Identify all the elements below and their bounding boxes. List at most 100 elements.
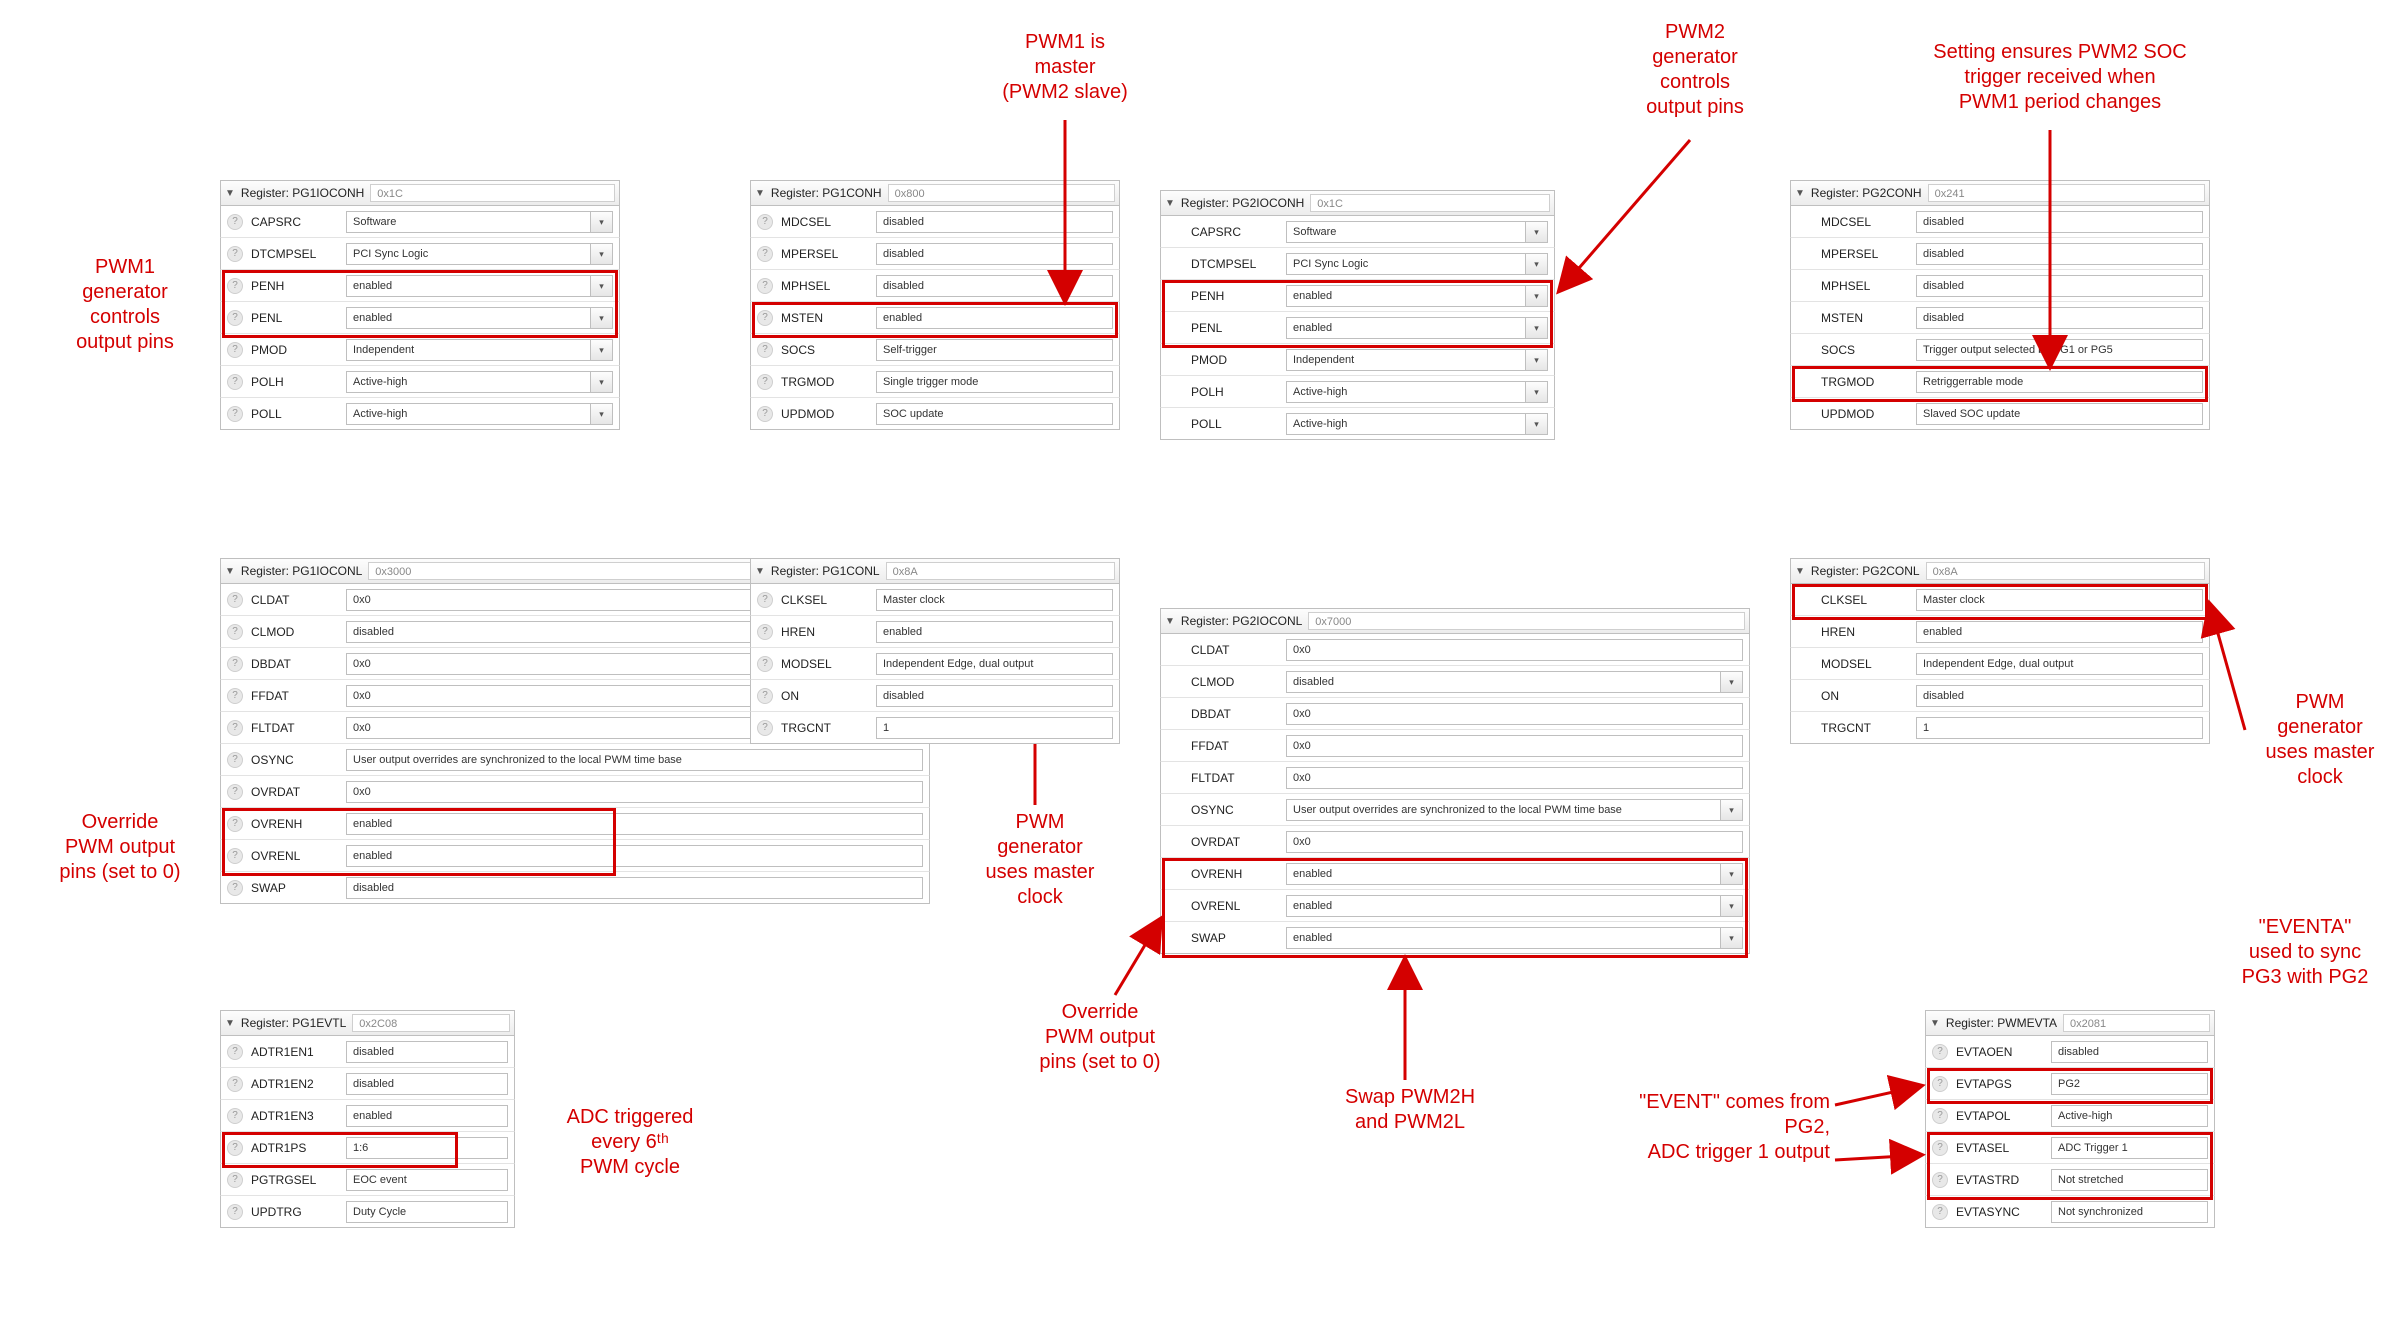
dropdown-icon[interactable]: ▾ bbox=[1721, 671, 1743, 693]
help-icon[interactable]: ? bbox=[1932, 1076, 1948, 1092]
collapse-icon[interactable]: ▼ bbox=[755, 188, 765, 199]
help-icon[interactable]: ? bbox=[227, 1076, 243, 1092]
dropdown-icon[interactable]: ▾ bbox=[1526, 413, 1548, 435]
help-icon[interactable]: ? bbox=[227, 624, 243, 640]
register-header[interactable]: ▼Register: PG2CONH0x241 bbox=[1790, 180, 2210, 206]
field-value[interactable]: enabled bbox=[1286, 863, 1721, 885]
dropdown-icon[interactable]: ▾ bbox=[1721, 927, 1743, 949]
help-icon[interactable]: ? bbox=[227, 1044, 243, 1060]
field-value[interactable]: enabled bbox=[1286, 317, 1526, 339]
field-value[interactable]: Independent Edge, dual output bbox=[876, 653, 1113, 675]
dropdown-icon[interactable]: ▾ bbox=[591, 211, 613, 233]
field-value[interactable]: Duty Cycle bbox=[346, 1201, 508, 1223]
field-value[interactable]: 1:6 bbox=[346, 1137, 508, 1159]
help-icon[interactable]: ? bbox=[227, 1204, 243, 1220]
help-icon[interactable]: ? bbox=[227, 1140, 243, 1156]
field-value[interactable]: disabled bbox=[1916, 275, 2203, 297]
collapse-icon[interactable]: ▼ bbox=[1795, 566, 1805, 577]
field-value[interactable]: disabled bbox=[2051, 1041, 2208, 1063]
help-icon[interactable]: ? bbox=[227, 342, 243, 358]
register-header[interactable]: ▼Register: PG1IOCONH0x1C bbox=[220, 180, 620, 206]
field-value[interactable]: enabled bbox=[346, 275, 591, 297]
collapse-icon[interactable]: ▼ bbox=[225, 1018, 235, 1029]
help-icon[interactable]: ? bbox=[227, 880, 243, 896]
field-value[interactable]: 0x0 bbox=[1286, 831, 1743, 853]
help-icon[interactable]: ? bbox=[227, 848, 243, 864]
dropdown-icon[interactable]: ▾ bbox=[1526, 349, 1548, 371]
help-icon[interactable]: ? bbox=[757, 342, 773, 358]
help-icon[interactable]: ? bbox=[757, 624, 773, 640]
field-value[interactable]: Active-high bbox=[346, 403, 591, 425]
field-value[interactable]: Single trigger mode bbox=[876, 371, 1113, 393]
field-value[interactable]: PCI Sync Logic bbox=[1286, 253, 1526, 275]
help-icon[interactable]: ? bbox=[227, 752, 243, 768]
help-icon[interactable]: ? bbox=[227, 406, 243, 422]
field-value[interactable]: enabled bbox=[346, 845, 923, 867]
field-value[interactable]: Retriggerrable mode bbox=[1916, 371, 2203, 393]
field-value[interactable]: disabled bbox=[346, 1073, 508, 1095]
field-value[interactable]: disabled bbox=[876, 243, 1113, 265]
dropdown-icon[interactable]: ▾ bbox=[1526, 221, 1548, 243]
help-icon[interactable]: ? bbox=[227, 246, 243, 262]
field-value[interactable]: enabled bbox=[876, 307, 1113, 329]
help-icon[interactable]: ? bbox=[227, 310, 243, 326]
field-value[interactable]: disabled bbox=[1916, 243, 2203, 265]
field-value[interactable]: 0x0 bbox=[1286, 735, 1743, 757]
field-value[interactable]: Active-high bbox=[1286, 413, 1526, 435]
field-value[interactable]: disabled bbox=[346, 877, 923, 899]
field-value[interactable]: PG2 bbox=[2051, 1073, 2208, 1095]
help-icon[interactable]: ? bbox=[757, 214, 773, 230]
register-header[interactable]: ▼Register: PG2CONL0x8A bbox=[1790, 558, 2210, 584]
field-value[interactable]: 0x0 bbox=[346, 781, 923, 803]
collapse-icon[interactable]: ▼ bbox=[1165, 198, 1175, 209]
help-icon[interactable]: ? bbox=[227, 656, 243, 672]
field-value[interactable]: 1 bbox=[1916, 717, 2203, 739]
field-value[interactable]: Master clock bbox=[1916, 589, 2203, 611]
help-icon[interactable]: ? bbox=[227, 214, 243, 230]
help-icon[interactable]: ? bbox=[1932, 1044, 1948, 1060]
field-value[interactable]: 1 bbox=[876, 717, 1113, 739]
dropdown-icon[interactable]: ▾ bbox=[1721, 799, 1743, 821]
field-value[interactable]: disabled bbox=[876, 211, 1113, 233]
dropdown-icon[interactable]: ▾ bbox=[591, 275, 613, 297]
field-value[interactable]: EOC event bbox=[346, 1169, 508, 1191]
register-header[interactable]: ▼Register: PG1EVTL0x2C08 bbox=[220, 1010, 515, 1036]
dropdown-icon[interactable]: ▾ bbox=[1526, 285, 1548, 307]
dropdown-icon[interactable]: ▾ bbox=[1526, 253, 1548, 275]
dropdown-icon[interactable]: ▾ bbox=[591, 307, 613, 329]
field-value[interactable]: enabled bbox=[876, 621, 1113, 643]
help-icon[interactable]: ? bbox=[1932, 1204, 1948, 1220]
collapse-icon[interactable]: ▼ bbox=[225, 566, 235, 577]
help-icon[interactable]: ? bbox=[757, 656, 773, 672]
help-icon[interactable]: ? bbox=[757, 310, 773, 326]
help-icon[interactable]: ? bbox=[757, 278, 773, 294]
field-value[interactable]: enabled bbox=[346, 307, 591, 329]
help-icon[interactable]: ? bbox=[1932, 1172, 1948, 1188]
help-icon[interactable]: ? bbox=[227, 374, 243, 390]
field-value[interactable]: User output overrides are synchronized t… bbox=[346, 749, 923, 771]
field-value[interactable]: Independent bbox=[346, 339, 591, 361]
dropdown-icon[interactable]: ▾ bbox=[1721, 863, 1743, 885]
register-header[interactable]: ▼Register: PG1CONH0x800 bbox=[750, 180, 1120, 206]
field-value[interactable]: PCI Sync Logic bbox=[346, 243, 591, 265]
field-value[interactable]: Trigger output selected by PG1 or PG5 bbox=[1916, 339, 2203, 361]
field-value[interactable]: enabled bbox=[346, 1105, 508, 1127]
field-value[interactable]: disabled bbox=[1916, 211, 2203, 233]
dropdown-icon[interactable]: ▾ bbox=[1721, 895, 1743, 917]
dropdown-icon[interactable]: ▾ bbox=[591, 243, 613, 265]
help-icon[interactable]: ? bbox=[227, 278, 243, 294]
register-header[interactable]: ▼Register: PG2IOCONH0x1C bbox=[1160, 190, 1555, 216]
collapse-icon[interactable]: ▼ bbox=[1165, 616, 1175, 627]
field-value[interactable]: Active-high bbox=[1286, 381, 1526, 403]
help-icon[interactable]: ? bbox=[227, 784, 243, 800]
help-icon[interactable]: ? bbox=[1932, 1108, 1948, 1124]
collapse-icon[interactable]: ▼ bbox=[1795, 188, 1805, 199]
field-value[interactable]: Independent bbox=[1286, 349, 1526, 371]
field-value[interactable]: Master clock bbox=[876, 589, 1113, 611]
field-value[interactable]: SOC update bbox=[876, 403, 1113, 425]
field-value[interactable]: disabled bbox=[346, 1041, 508, 1063]
help-icon[interactable]: ? bbox=[227, 592, 243, 608]
help-icon[interactable]: ? bbox=[227, 1172, 243, 1188]
field-value[interactable]: enabled bbox=[1286, 285, 1526, 307]
dropdown-icon[interactable]: ▾ bbox=[1526, 381, 1548, 403]
